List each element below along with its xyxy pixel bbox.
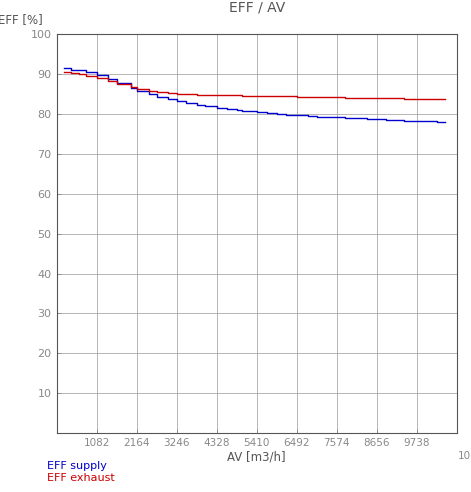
- EFF exhaust: [174, 91, 179, 97]
- EFF supply: [354, 115, 360, 121]
- EFF supply: [214, 105, 219, 111]
- EFF exhaust: [424, 96, 430, 102]
- EFF supply: [61, 65, 67, 71]
- EFF exhaust: [165, 90, 171, 96]
- EFF exhaust: [183, 92, 189, 97]
- EFF exhaust: [365, 95, 370, 101]
- EFF supply: [146, 92, 152, 97]
- EFF exhaust: [68, 70, 74, 76]
- EFF exhaust: [194, 92, 200, 97]
- EFF exhaust: [305, 94, 311, 100]
- EFF exhaust: [401, 95, 407, 101]
- EFF exhaust: [61, 69, 67, 75]
- EFF exhaust: [374, 95, 380, 101]
- EFF supply: [183, 100, 189, 106]
- EFF exhaust: [324, 94, 329, 100]
- Text: EFF supply: EFF supply: [47, 461, 107, 471]
- EFF exhaust: [342, 94, 348, 100]
- EFF supply: [194, 102, 200, 108]
- EFF supply: [401, 118, 407, 123]
- EFF supply: [365, 116, 370, 122]
- EFF supply: [424, 119, 430, 124]
- EFF exhaust: [94, 75, 99, 81]
- EFF exhaust: [434, 96, 439, 102]
- EFF supply: [442, 119, 448, 125]
- EFF exhaust: [334, 94, 340, 100]
- EFF supply: [239, 108, 244, 114]
- Text: EFF / AV: EFF / AV: [228, 0, 285, 14]
- EFF exhaust: [442, 96, 448, 102]
- EFF supply: [174, 98, 179, 104]
- EFF exhaust: [234, 92, 240, 98]
- EFF exhaust: [314, 94, 319, 100]
- EFF supply: [294, 112, 300, 118]
- EFF exhaust: [154, 89, 159, 95]
- EFF supply: [394, 117, 399, 123]
- EFF supply: [83, 69, 89, 75]
- Text: EFF exhaust: EFF exhaust: [47, 473, 115, 483]
- Y-axis label: EFF [%]: EFF [%]: [0, 13, 43, 27]
- EFF exhaust: [239, 92, 244, 98]
- EFF exhaust: [294, 93, 300, 99]
- EFF supply: [254, 109, 260, 115]
- EFF supply: [342, 115, 348, 121]
- EFF supply: [314, 114, 319, 120]
- EFF supply: [202, 103, 207, 109]
- EFF exhaust: [146, 88, 152, 93]
- EFF exhaust: [134, 86, 139, 92]
- EFF exhaust: [202, 92, 207, 98]
- EFF supply: [224, 106, 229, 112]
- EFF exhaust: [265, 93, 270, 99]
- EFF exhaust: [383, 95, 389, 101]
- EFF exhaust: [83, 73, 89, 79]
- EFF supply: [334, 114, 340, 120]
- EFF exhaust: [214, 92, 219, 98]
- EFF exhaust: [394, 95, 399, 101]
- EFF exhaust: [254, 93, 260, 99]
- Line: EFF exhaust: EFF exhaust: [64, 72, 445, 99]
- EFF exhaust: [274, 93, 279, 99]
- EFF supply: [114, 80, 119, 86]
- EFF supply: [106, 76, 111, 82]
- EFF supply: [76, 67, 81, 73]
- EFF exhaust: [76, 71, 81, 77]
- EFF supply: [68, 66, 74, 72]
- EFF supply: [283, 112, 289, 118]
- EFF exhaust: [106, 79, 111, 85]
- EFF supply: [324, 114, 329, 120]
- EFF exhaust: [414, 96, 420, 102]
- EFF exhaust: [128, 84, 133, 90]
- EFF supply: [265, 110, 270, 116]
- EFF supply: [374, 117, 380, 123]
- EFF supply: [274, 111, 279, 117]
- EFF supply: [154, 94, 159, 100]
- EFF supply: [94, 72, 99, 78]
- EFF supply: [414, 118, 420, 124]
- EFF exhaust: [283, 93, 289, 99]
- EFF supply: [134, 88, 139, 94]
- EFF supply: [383, 117, 389, 123]
- EFF exhaust: [224, 92, 229, 98]
- EFF supply: [434, 119, 439, 124]
- X-axis label: AV [m3/h]: AV [m3/h]: [227, 451, 286, 463]
- EFF supply: [128, 85, 133, 91]
- EFF supply: [165, 96, 171, 102]
- EFF supply: [234, 107, 240, 113]
- EFF supply: [305, 113, 311, 119]
- Text: 1082: 1082: [458, 451, 471, 461]
- Line: EFF supply: EFF supply: [64, 68, 445, 122]
- EFF exhaust: [114, 81, 119, 87]
- EFF exhaust: [354, 95, 360, 101]
